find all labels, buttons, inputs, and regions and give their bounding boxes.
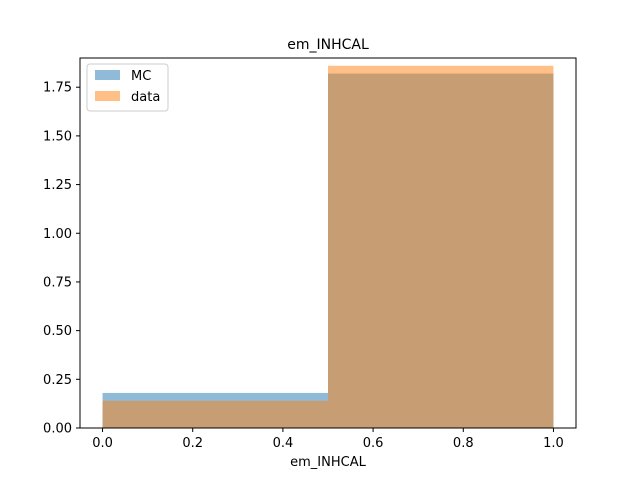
bars-layer — [102, 65, 554, 428]
legend-swatch-data — [95, 91, 120, 101]
x-tick-label: 0.2 — [182, 436, 203, 451]
y-tick-label: 1.75 — [43, 81, 72, 96]
axes-layer: 0.0 0.2 0.4 0.6 0.8 1.0 0.00 0.25 0.50 0.75 1.00 1.… — [43, 57, 577, 451]
legend: MC data — [86, 63, 169, 112]
bar-data-bin-0 — [102, 400, 328, 428]
x-tick-label: 0.4 — [273, 436, 294, 451]
y-tick-label: 0.75 — [43, 275, 72, 290]
legend-label-mc: MC — [131, 69, 151, 84]
y-tick-label: 1.50 — [43, 129, 72, 144]
x-tick-label: 0.6 — [363, 436, 384, 451]
bar-data-bin-1 — [328, 65, 554, 428]
legend-label-data: data — [131, 90, 160, 105]
chart-title: em_INHCAL — [287, 37, 369, 53]
x-tick-label: 0.8 — [453, 436, 474, 451]
x-tick-label: 0.0 — [92, 436, 113, 451]
x-axis-label: em_INHCAL — [290, 455, 366, 470]
legend-swatch-mc — [95, 70, 120, 80]
plot-frame — [79, 57, 577, 429]
y-tick-label: 1.25 — [43, 178, 72, 193]
y-tick-label: 0.25 — [43, 373, 72, 388]
x-tick-label: 1.0 — [543, 436, 564, 451]
y-tick-label: 0.00 — [43, 422, 72, 437]
y-tick-label: 0.50 — [43, 324, 72, 339]
y-tick-label: 1.00 — [43, 227, 72, 242]
